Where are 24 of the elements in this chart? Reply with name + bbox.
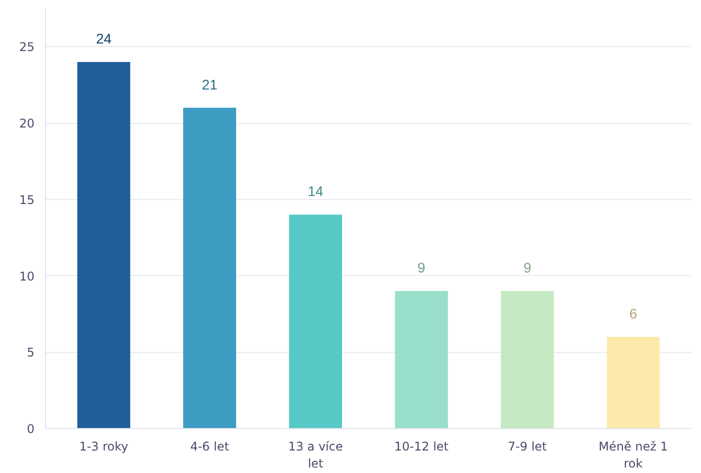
bar [500,291,554,428]
y-tick-label: 25 [19,40,35,54]
bar [289,214,342,428]
x-tick-label: 4-6 let [190,440,230,454]
bar [606,336,660,428]
y-tick-label: 15 [19,192,35,207]
y-tick-label: 5 [26,346,35,360]
data-label: 24 [96,30,112,46]
data-label: 9 [418,260,426,276]
y-tick-label: 10 [19,269,35,284]
bar [394,291,448,428]
x-tick-label: 10-12 let [394,440,449,454]
x-tick-label: 13 a více let [288,440,343,470]
x-tick-label: 1-3 roky [79,440,128,454]
bar [183,108,236,428]
data-label: 14 [308,183,324,200]
data-label: 6 [629,305,638,322]
x-tick-label: 7-9 let [508,440,548,454]
data-label: 21 [202,76,218,92]
y-tick-label: 20 [19,116,35,131]
bar [77,62,130,428]
y-tick-label: 0 [26,422,35,436]
x-tick-label: Méně než 1 rok [598,440,668,470]
data-label: 9 [523,260,532,276]
